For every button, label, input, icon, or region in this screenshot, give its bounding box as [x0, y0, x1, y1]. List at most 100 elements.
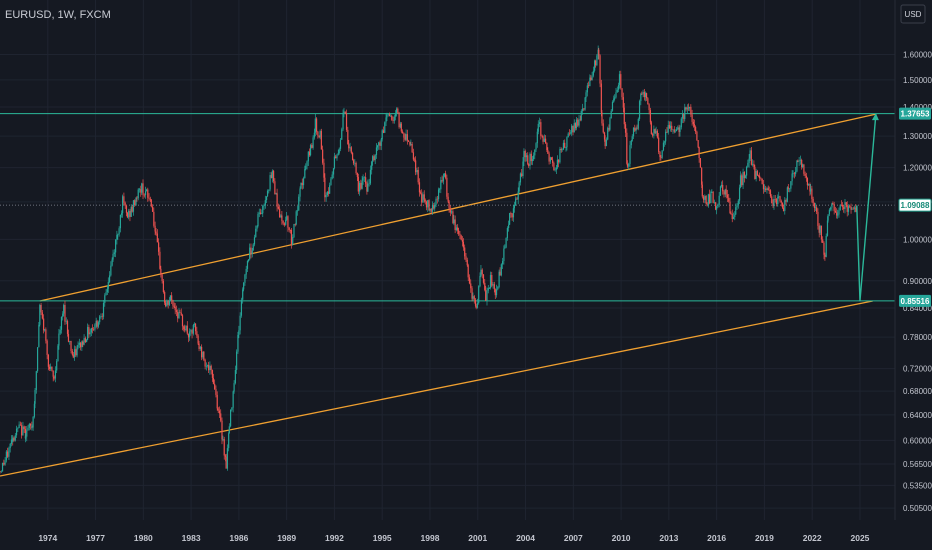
- candle-down-body: [43, 318, 45, 331]
- candle-down-body: [849, 206, 851, 208]
- candle-up-body: [717, 204, 719, 207]
- candle-up-body: [549, 157, 551, 162]
- candle-down-body: [723, 191, 725, 195]
- candle-up-body: [240, 299, 243, 316]
- candle-up-body: [434, 204, 436, 209]
- candle-down-body: [414, 159, 416, 161]
- candle-up-body: [786, 187, 788, 202]
- candle-down-body: [165, 302, 167, 306]
- candle-up-body: [112, 253, 114, 260]
- candle-down-body: [301, 182, 303, 186]
- candle-up-body: [497, 287, 499, 290]
- candle-up-body: [410, 143, 412, 145]
- candle-up-body: [63, 305, 65, 314]
- candle-up-body: [266, 190, 269, 197]
- candle-up-body: [258, 212, 260, 214]
- candle-up-body: [615, 92, 617, 98]
- candle-up-body: [788, 188, 791, 190]
- candle-down-body: [804, 173, 806, 176]
- candle-up-body: [809, 188, 812, 192]
- candle-up-body: [522, 161, 524, 177]
- candle-down-body: [701, 167, 703, 185]
- candle-up-body: [78, 342, 80, 345]
- candle-up-body: [707, 194, 709, 206]
- candle-down-body: [833, 204, 835, 211]
- candle-down-body: [699, 158, 701, 168]
- candle-down-body: [846, 204, 848, 212]
- candle-up-body: [236, 351, 238, 371]
- candle-down-body: [162, 280, 164, 293]
- x-tick-label: 2013: [659, 533, 678, 543]
- candle-up-body: [35, 371, 37, 390]
- candle-down-body: [759, 175, 761, 179]
- candle-up-body: [100, 316, 102, 317]
- currency-button-label[interactable]: USD: [905, 10, 922, 19]
- level-price-tag-label: 0.85516: [901, 297, 930, 306]
- candle-down-body: [148, 197, 150, 199]
- candle-up-body: [851, 208, 853, 210]
- candle-up-body: [77, 344, 79, 348]
- candle-down-body: [392, 119, 394, 121]
- candle-down-body: [659, 151, 661, 157]
- candle-down-body: [834, 210, 837, 213]
- candle-up-body: [594, 60, 596, 71]
- candle-down-body: [645, 93, 648, 99]
- candle-up-body: [543, 138, 545, 142]
- candle-up-body: [380, 139, 382, 146]
- candle-up-body: [243, 282, 245, 290]
- candle-down-body: [602, 123, 604, 133]
- candle-down-body: [698, 147, 700, 159]
- candle-down-body: [725, 189, 727, 195]
- candle-up-body: [844, 202, 846, 210]
- candle-up-body: [262, 205, 264, 214]
- candle-up-body: [427, 200, 429, 208]
- candle-down-body: [758, 175, 760, 177]
- candle-up-body: [645, 93, 647, 98]
- candle-up-body: [580, 110, 582, 120]
- candle-down-body: [419, 192, 422, 194]
- candle-down-body: [67, 333, 70, 342]
- candle-down-body: [398, 112, 400, 128]
- candle-down-body: [7, 451, 9, 457]
- candle-down-body: [701, 184, 703, 197]
- candle-down-body: [803, 164, 805, 174]
- candle-down-body: [787, 187, 789, 189]
- candle-up-body: [205, 365, 207, 367]
- candle-up-body: [247, 259, 250, 262]
- candle-down-body: [693, 123, 695, 127]
- candle-up-body: [24, 436, 27, 439]
- candle-down-body: [813, 203, 816, 208]
- candle-down-body: [322, 149, 324, 163]
- candle-down-body: [452, 211, 454, 224]
- candle-up-body: [631, 136, 633, 141]
- candle-down-body: [401, 131, 404, 134]
- candle-up-body: [86, 339, 88, 343]
- candle-up-body: [853, 207, 856, 209]
- candle-down-body: [604, 139, 606, 147]
- candle-down-body: [547, 150, 549, 154]
- candle-up-body: [233, 383, 235, 392]
- candle-up-body: [453, 219, 455, 224]
- candle-down-body: [149, 198, 151, 200]
- currency-button[interactable]: USD: [900, 4, 926, 24]
- candle-up-body: [94, 324, 96, 330]
- channel-lower-line: [0, 300, 873, 477]
- x-tick-label: 1989: [277, 533, 296, 543]
- x-tick-label: 2004: [516, 533, 535, 543]
- candle-down-body: [184, 329, 186, 331]
- candle-up-body: [618, 74, 621, 85]
- candle-up-body: [747, 162, 749, 167]
- candle-down-body: [793, 173, 795, 175]
- candle-up-body: [825, 235, 827, 257]
- candle-down-body: [598, 49, 600, 56]
- candle-down-body: [3, 462, 5, 465]
- candle-down-body: [129, 210, 131, 217]
- candle-down-body: [403, 133, 405, 138]
- candle-down-body: [673, 129, 675, 132]
- candle-up-body: [826, 220, 829, 236]
- candle-down-body: [485, 289, 487, 301]
- candle-up-body: [480, 269, 482, 276]
- candle-up-body: [32, 416, 34, 428]
- candle-down-body: [75, 349, 77, 356]
